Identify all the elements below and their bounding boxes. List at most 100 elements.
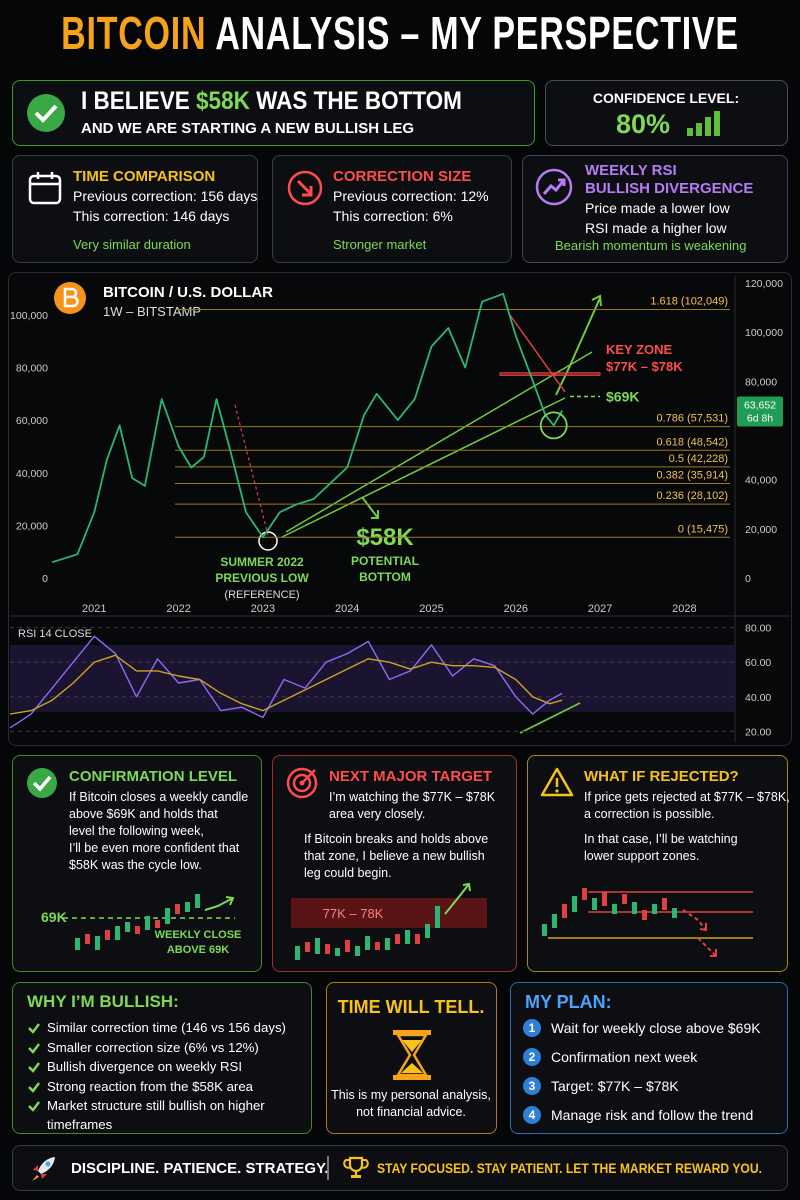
item-text: Smaller correction size (6% vs 12%) xyxy=(47,1039,259,1055)
y-tick-label: 40.00 xyxy=(745,692,771,704)
paragraph: If price gets rejected at $77K – $78K, a … xyxy=(584,789,790,823)
decor-shape xyxy=(27,94,65,132)
x-tick-label: 2026 xyxy=(504,603,528,615)
card-title: TIME COMPARISON xyxy=(73,168,216,185)
trend-icon xyxy=(535,168,573,206)
fib-label: 1.618 (102,049) xyxy=(650,295,728,307)
check-mark xyxy=(28,1062,40,1073)
disclaimer-panel: TIME WILL TELL. This is my personal anal… xyxy=(326,982,497,1134)
annotation: KEY ZONE xyxy=(606,342,673,357)
card-title: NEXT MAJOR TARGET xyxy=(329,768,493,785)
y2-tick-label: 80,000 xyxy=(745,376,777,388)
fib-label: 0.382 (35,914) xyxy=(656,470,728,482)
step-text: Manage risk and follow the trend xyxy=(551,1107,754,1123)
mini-chart xyxy=(542,888,753,957)
x-tick-label: 2023 xyxy=(251,603,275,615)
decor-shape xyxy=(195,894,200,908)
last-price-badge xyxy=(737,396,783,427)
decor-shape xyxy=(345,940,350,952)
check-stroke xyxy=(28,1042,40,1054)
step-text: Wait for weekly close above $69K xyxy=(551,1020,761,1036)
decor-shape xyxy=(34,104,58,123)
rocket-icon xyxy=(32,1157,55,1181)
page-title: BITCOIN ANALYSIS – MY PERSPECTIVE xyxy=(61,6,739,60)
card-note: Bearish momentum is weakening xyxy=(555,238,747,253)
decor-shape xyxy=(696,123,702,136)
text-line: In that case, I’ll be watching xyxy=(584,832,738,846)
annotation: SUMMER 2022 xyxy=(220,555,304,569)
rsi-band xyxy=(10,645,735,712)
check-stroke xyxy=(28,1081,40,1093)
target-icon xyxy=(286,767,318,799)
decor-shape xyxy=(95,936,100,950)
decor-shape xyxy=(365,936,370,950)
card-title: CONFIRMATION LEVEL xyxy=(69,768,238,785)
annotation: BOTTOM xyxy=(359,570,411,584)
decor-shape xyxy=(45,1161,51,1167)
card-body: TIME COMPARISON Previous correction: 156 … xyxy=(73,168,257,252)
rsi-trend xyxy=(519,702,581,734)
decor-shape xyxy=(315,938,320,954)
decor-shape xyxy=(435,906,440,928)
text-line: area very closely. xyxy=(329,807,426,821)
item-text: Similar correction time (146 vs 156 days… xyxy=(47,1020,286,1035)
step-number: 1 xyxy=(523,1019,541,1037)
decor-shape xyxy=(710,949,717,957)
decor-shape xyxy=(672,908,677,918)
decor-shape xyxy=(652,904,657,914)
decor-shape xyxy=(705,117,711,136)
y-tick-label: 80,000 xyxy=(16,363,48,375)
text-line: If Bitcoin closes a weekly candle xyxy=(69,790,249,804)
decor-shape xyxy=(302,186,313,197)
card-title: BULLISH DIVERGENCE xyxy=(585,180,754,197)
paragraph: If Bitcoin closes a weekly candle above $… xyxy=(69,789,248,874)
decor-shape xyxy=(125,922,130,932)
rsi-title: RSI 14 CLOSE xyxy=(18,628,92,640)
decor-shape xyxy=(296,179,313,196)
decor-shape xyxy=(558,178,566,186)
decor-shape xyxy=(32,775,52,792)
bullish-panel: WHY I’M BULLISH: Similar correction time… xyxy=(12,982,312,1134)
trend-line xyxy=(281,397,566,538)
text-line: I’ll be even more confident that xyxy=(69,841,240,855)
decor-shape xyxy=(542,888,677,936)
decor-shape xyxy=(301,769,316,784)
decor-shape xyxy=(632,902,637,914)
decor-shape xyxy=(348,1156,364,1173)
decor-shape xyxy=(287,170,323,206)
step-number: 4 xyxy=(523,1106,541,1124)
annotation: $77K – $78K xyxy=(606,359,683,374)
mini-chart: 77K – 78K xyxy=(291,882,487,960)
decor-shape xyxy=(622,894,627,904)
correction-card: CORRECTION SIZE Previous correction: 12% T… xyxy=(272,155,512,263)
signal-icon xyxy=(687,111,720,136)
decor-shape xyxy=(27,768,57,798)
confirmation-card: CONFIRMATION LEVEL If Bitcoin closes a w… xyxy=(12,755,262,972)
decor-shape xyxy=(582,888,587,900)
decor-shape xyxy=(385,938,390,950)
projection-arrow xyxy=(555,297,601,396)
decor-shape xyxy=(542,179,566,195)
down-trend xyxy=(234,404,269,536)
decor-shape xyxy=(185,902,190,912)
text-line: If price gets rejected at $77K – $78K, xyxy=(584,790,790,804)
step-text: Confirmation next week xyxy=(551,1049,698,1065)
decor-shape xyxy=(535,168,573,206)
decor-shape xyxy=(75,894,200,950)
decor-shape xyxy=(687,128,693,136)
hourglass-icon xyxy=(393,1030,431,1080)
card-line: Previous correction: 156 days xyxy=(73,188,258,204)
decor-shape xyxy=(552,914,557,928)
decor-shape xyxy=(286,767,318,799)
decor-shape xyxy=(562,904,567,918)
thesis-line: I BELIEVE $58K WAS THE BOTTOM xyxy=(81,87,462,116)
card-body: I’m watching the $77K – $78K area very cl… xyxy=(304,789,495,890)
fib-label: 0.5 (42,228) xyxy=(669,453,728,465)
decor-shape xyxy=(393,1030,431,1035)
trend-line xyxy=(285,351,593,533)
thesis-panel: I BELIEVE $58K WAS THE BOTTOM AND WE ARE… xyxy=(12,80,535,146)
item-text: Bullish divergence on weekly RSI xyxy=(47,1059,242,1074)
decor-shape xyxy=(145,916,150,930)
card-line: Previous correction: 12% xyxy=(333,188,489,204)
x-tick-label: 2028 xyxy=(672,603,696,615)
